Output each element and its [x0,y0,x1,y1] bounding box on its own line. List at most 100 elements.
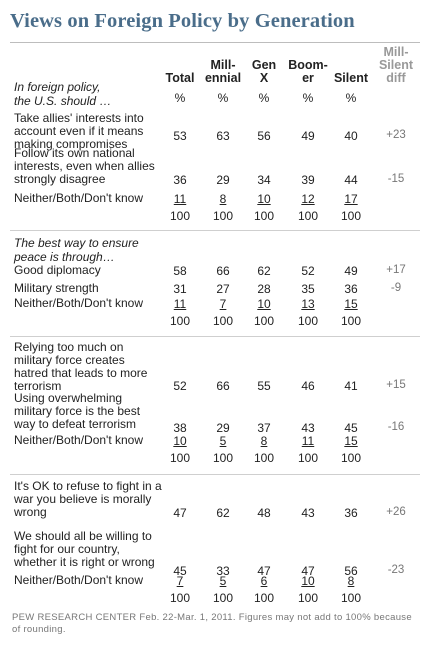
total-cell: 100 [340,209,362,223]
table-cell: 10 [301,574,315,588]
total-cell: 100 [340,591,362,605]
table-cell: 36 [344,282,358,296]
table-cell: 28 [257,282,271,296]
row-label: Using overwhelming military force is the… [14,391,141,431]
table-cell: 56 [344,564,358,578]
table-cell: 15 [344,297,358,311]
diff-cell: -16 [387,421,405,433]
table-cell: 47 [173,506,187,520]
column-header: Mill-ennial [204,58,242,85]
table-cell: 49 [344,264,358,278]
total-cell: 100 [340,314,362,328]
column-header: Silent [333,71,369,85]
total-cell: 100 [253,451,275,465]
table-cell: 10 [257,297,271,311]
table-cell: 8 [260,434,268,448]
total-cell: 100 [212,591,234,605]
section-divider [10,336,420,337]
percent-sign: % [258,91,270,105]
table-cell: 11 [301,434,315,448]
row-label: It's OK to refuse to fight in a war you … [14,479,162,519]
total-cell: 100 [169,314,191,328]
table-cell: 66 [216,379,230,393]
row-label: Take allies' interests into account even… [14,111,144,151]
table-cell: 62 [216,506,230,520]
total-cell: 100 [297,314,319,328]
table-cell: 11 [173,297,187,311]
total-cell: 100 [212,209,234,223]
total-cell: 100 [212,451,234,465]
table-cell: 62 [257,264,271,278]
diff-cell: +15 [386,379,406,391]
row-label: Follow its own national interests, even … [14,146,155,186]
table-cell: 7 [219,297,227,311]
total-cell: 100 [297,209,319,223]
diff-cell: -9 [390,282,402,294]
section-divider [10,474,420,475]
table-cell: 5 [219,434,227,448]
row-label: Good diplomacy [14,263,101,277]
total-cell: 100 [253,314,275,328]
row-label: Relying too much on military force creat… [14,340,148,393]
table-cell: 10 [173,434,187,448]
table-cell: 43 [301,421,315,435]
table-cell: 29 [216,421,230,435]
table-cell: 41 [344,379,358,393]
row-label: Neither/Both/Don't know [14,573,144,587]
table-cell: 8 [347,574,355,588]
table-cell: 46 [301,379,315,393]
table-cell: 55 [257,379,271,393]
total-cell: 100 [169,451,191,465]
table-cell: 13 [301,297,315,311]
section-prompt: The best way to ensure peace is through… [14,236,139,264]
diff-cell: +23 [386,129,406,141]
table-cell: 49 [301,129,315,143]
table-cell: 5 [219,574,227,588]
section-divider [10,230,420,231]
percent-sign: % [174,91,186,105]
table-cell: 47 [257,564,271,578]
column-header: Gen X [251,58,277,85]
table-cell: 38 [173,421,187,435]
total-cell: 100 [253,591,275,605]
total-cell: 100 [297,591,319,605]
column-header: Total [165,71,195,85]
row-label: We should all be willing to fight for ou… [14,529,155,569]
table-cell: 15 [344,434,358,448]
row-label: Neither/Both/Don't know [14,296,144,310]
table-cell: 43 [301,506,315,520]
diff-cell: -23 [387,564,405,576]
table-cell: 58 [173,264,187,278]
total-cell: 100 [297,451,319,465]
column-header: Mill- Silent diff [378,45,414,85]
table-cell: 37 [257,421,271,435]
table-cell: 56 [257,129,271,143]
table-cell: 39 [301,173,315,187]
table-cell: 7 [176,574,184,588]
diff-cell: -15 [387,173,405,185]
source-footnote: PEW RESEARCH CENTER Feb. 22-Mar. 1, 2011… [12,612,412,635]
table-cell: 35 [301,282,315,296]
section-prompt: In foreign policy, the U.S. should … [14,80,112,108]
table-cell: 11 [173,192,187,206]
table-cell: 12 [301,192,315,206]
table-cell: 31 [173,282,187,296]
table-cell: 34 [257,173,271,187]
column-header: Boom-er [288,58,328,85]
table-cell: 52 [173,379,187,393]
row-label: Neither/Both/Don't know [14,191,144,205]
table-cell: 17 [344,192,358,206]
percent-sign: % [302,91,314,105]
table-cell: 10 [257,192,271,206]
total-cell: 100 [212,314,234,328]
table-cell: 33 [216,564,230,578]
table-cell: 44 [344,173,358,187]
table-cell: 45 [344,421,358,435]
table-cell: 6 [260,574,268,588]
table-cell: 63 [216,129,230,143]
table-cell: 27 [216,282,230,296]
table-cell: 53 [173,129,187,143]
table-cell: 36 [344,506,358,520]
percent-sign: % [217,91,229,105]
diff-cell: +26 [386,506,406,518]
